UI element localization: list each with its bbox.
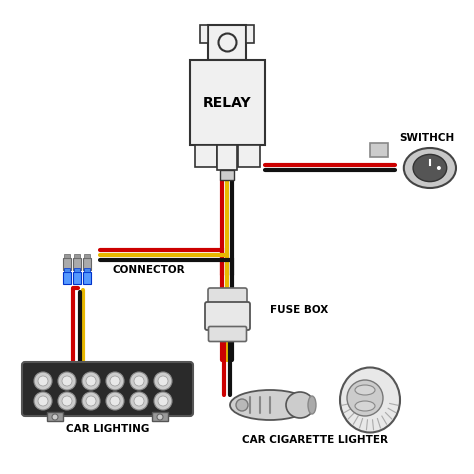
- Circle shape: [106, 372, 124, 390]
- Text: RELAY: RELAY: [203, 95, 252, 109]
- Ellipse shape: [230, 390, 310, 420]
- Circle shape: [58, 372, 76, 390]
- Circle shape: [34, 392, 52, 410]
- Circle shape: [154, 392, 172, 410]
- Circle shape: [34, 372, 52, 390]
- FancyBboxPatch shape: [209, 327, 246, 341]
- Bar: [74, 254, 80, 258]
- Ellipse shape: [308, 396, 316, 414]
- Bar: [73, 258, 81, 270]
- Bar: [238, 145, 260, 167]
- Circle shape: [38, 396, 48, 406]
- Bar: [83, 258, 91, 270]
- Bar: [83, 272, 91, 284]
- Bar: [73, 272, 81, 284]
- Circle shape: [130, 392, 148, 410]
- Circle shape: [52, 414, 58, 420]
- Text: CONNECTOR: CONNECTOR: [113, 265, 186, 275]
- Bar: [190, 60, 265, 145]
- Circle shape: [106, 392, 124, 410]
- Bar: [64, 254, 70, 258]
- Circle shape: [86, 396, 96, 406]
- Bar: [47, 412, 63, 421]
- Circle shape: [236, 399, 248, 411]
- Circle shape: [58, 392, 76, 410]
- Circle shape: [130, 372, 148, 390]
- Circle shape: [82, 372, 100, 390]
- Circle shape: [62, 376, 72, 386]
- FancyBboxPatch shape: [208, 288, 247, 307]
- Bar: [218, 145, 237, 170]
- FancyBboxPatch shape: [22, 362, 193, 416]
- Bar: [246, 25, 255, 43]
- Ellipse shape: [355, 385, 375, 395]
- Circle shape: [158, 396, 168, 406]
- Bar: [63, 272, 71, 284]
- Circle shape: [82, 392, 100, 410]
- Ellipse shape: [413, 155, 447, 182]
- Bar: [84, 254, 90, 258]
- Circle shape: [154, 372, 172, 390]
- Bar: [220, 170, 235, 180]
- Bar: [84, 268, 90, 272]
- Bar: [152, 412, 168, 421]
- Circle shape: [110, 396, 120, 406]
- Circle shape: [134, 396, 144, 406]
- Ellipse shape: [340, 367, 400, 432]
- Ellipse shape: [404, 148, 456, 188]
- Bar: [370, 143, 388, 157]
- Circle shape: [86, 376, 96, 386]
- Bar: [195, 145, 217, 167]
- Ellipse shape: [355, 401, 375, 411]
- Ellipse shape: [286, 392, 314, 418]
- Text: FUSE BOX: FUSE BOX: [270, 305, 328, 315]
- Bar: [63, 258, 71, 270]
- FancyBboxPatch shape: [205, 302, 250, 330]
- Circle shape: [110, 376, 120, 386]
- Bar: [201, 25, 209, 43]
- Text: CAR LIGHTING: CAR LIGHTING: [66, 424, 149, 434]
- Text: SWITHCH: SWITHCH: [400, 133, 455, 143]
- Circle shape: [134, 376, 144, 386]
- Bar: [64, 268, 70, 272]
- Circle shape: [38, 376, 48, 386]
- Circle shape: [347, 380, 383, 416]
- Circle shape: [158, 376, 168, 386]
- Bar: [74, 268, 80, 272]
- Bar: [209, 25, 246, 60]
- Text: CAR CIGARETTE LIGHTER: CAR CIGARETTE LIGHTER: [242, 435, 388, 445]
- Circle shape: [62, 396, 72, 406]
- Circle shape: [157, 414, 163, 420]
- Circle shape: [437, 166, 441, 170]
